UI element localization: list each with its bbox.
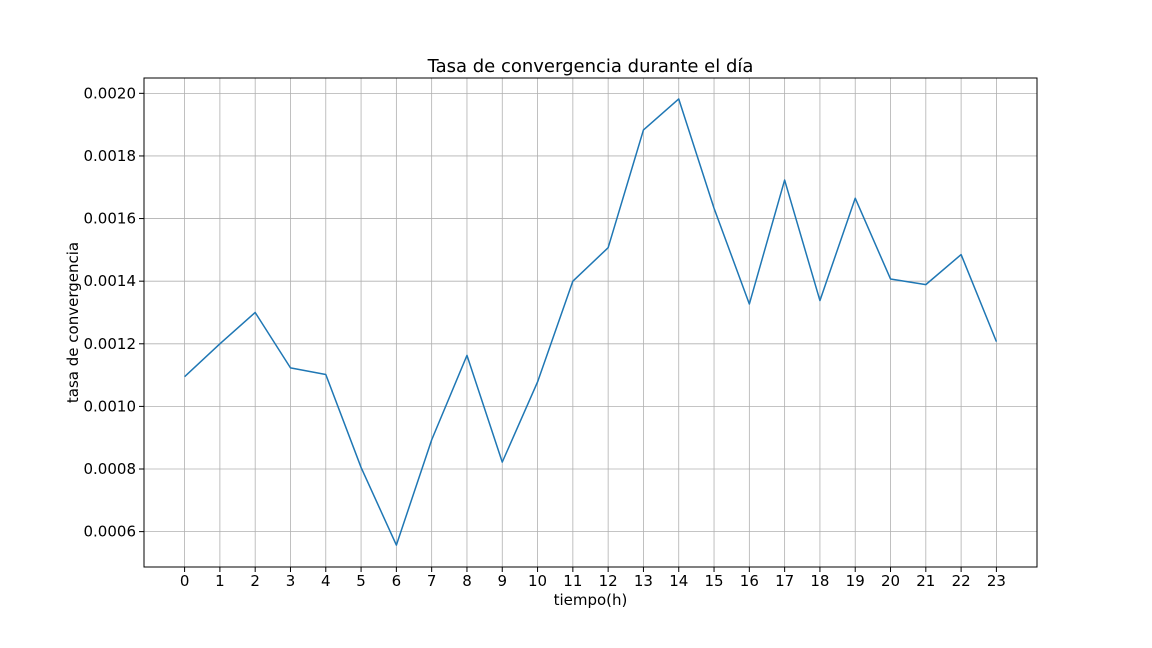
x-tick-label: 2: [250, 572, 260, 590]
y-tick-label: 0.0012: [84, 335, 137, 353]
x-tick-label: 5: [356, 572, 366, 590]
x-tick-label: 17: [775, 572, 794, 590]
x-tick-label: 6: [392, 572, 402, 590]
y-tick-label: 0.0014: [84, 272, 137, 290]
x-tick-label: 21: [916, 572, 935, 590]
x-tick-label: 18: [810, 572, 829, 590]
y-tick-label: 0.0018: [84, 147, 137, 165]
plot-frame: [143, 77, 1038, 568]
y-tick-label: 0.0020: [84, 84, 137, 102]
x-tick-label: 14: [669, 572, 688, 590]
chart-title: Tasa de convergencia durante el día: [427, 56, 754, 77]
x-tick-label: 12: [599, 572, 618, 590]
y-tick-label: 0.0008: [84, 460, 137, 478]
ticks: 0 1 2 3 4 5 6 7 8 9 10 11 12 13 14 15 16 17 18 19 20 21 22 230.…: [84, 84, 1006, 590]
y-tick-label: 0.0006: [84, 523, 137, 541]
y-tick-label: 0.0010: [84, 397, 137, 415]
x-tick-label: 15: [704, 572, 723, 590]
series-line: [184, 98, 998, 546]
x-tick-label: 20: [881, 572, 900, 590]
x-tick-label: 1: [215, 572, 225, 590]
x-tick-label: 19: [846, 572, 865, 590]
x-tick-label: 11: [563, 572, 582, 590]
x-tick-label: 16: [740, 572, 759, 590]
x-tick-label: 9: [497, 572, 507, 590]
y-tick-label: 0.0016: [84, 210, 137, 228]
grid: [144, 78, 1037, 567]
x-tick-label: 3: [286, 572, 296, 590]
x-tick-label: 0: [180, 572, 190, 590]
x-axis-label: tiempo(h): [554, 591, 628, 609]
x-tick-label: 10: [528, 572, 547, 590]
x-tick-label: 4: [321, 572, 331, 590]
y-axis-label: tasa de convergencia: [64, 242, 82, 403]
x-tick-label: 22: [952, 572, 971, 590]
series-layer: [184, 98, 998, 546]
x-tick-label: 8: [462, 572, 472, 590]
x-tick-label: 13: [634, 572, 653, 590]
x-tick-label: 7: [427, 572, 437, 590]
x-tick-label: 23: [987, 572, 1006, 590]
